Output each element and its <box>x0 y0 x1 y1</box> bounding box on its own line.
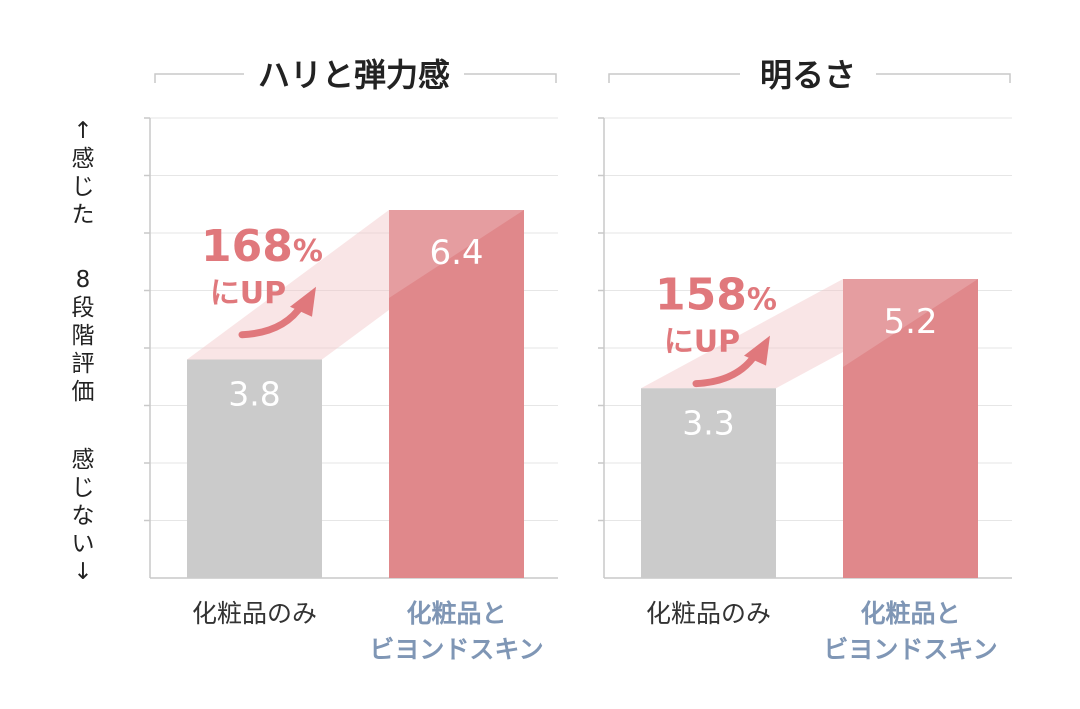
chart-title: ハリと弾力感 <box>258 56 450 94</box>
title-bracket-right <box>876 73 1011 83</box>
title-bracket-right <box>464 73 557 83</box>
y-axis-label-bottom: 感じない ↓ <box>71 447 95 585</box>
title-bracket-left <box>608 73 740 83</box>
value-label-before: 3.8 <box>228 375 280 414</box>
category-label-before: 化粧品のみ <box>192 599 317 628</box>
bar-before <box>641 388 776 578</box>
chart-panel-2: 明るさ 3.3 5.2 158% にUP 化粧品のみ 化粧品とビヨンドスキン <box>598 56 1012 664</box>
increase-percent: 158% <box>655 270 777 321</box>
value-label-after: 5.2 <box>883 302 937 342</box>
chart-panel-1: ハリと弾力感 3.8 6.4 168% にUP 化粧品のみ 化粧品とビヨンドスキン <box>144 56 558 664</box>
category-label-after: 化粧品とビヨンドスキン <box>369 599 543 664</box>
category-label-before: 化粧品のみ <box>646 599 771 628</box>
title-bracket-left <box>154 73 244 83</box>
category-label-after: 化粧品とビヨンドスキン <box>823 599 997 664</box>
increase-text: にUP <box>664 325 740 360</box>
bar-after-highlight <box>843 279 978 367</box>
chart-title: 明るさ <box>760 56 856 94</box>
y-axis-label-top: ↑ 感じた <box>71 118 95 228</box>
bar-after <box>389 210 524 578</box>
value-label-before: 3.3 <box>682 403 734 442</box>
increase-percent: 168% <box>201 221 323 272</box>
increase-arrow-head <box>290 286 316 317</box>
value-label-after: 6.4 <box>429 233 483 273</box>
increase-arrow-head <box>744 335 770 366</box>
bar-after-highlight <box>389 210 524 298</box>
increase-text: にUP <box>210 276 286 311</box>
bar-after <box>843 279 978 578</box>
bar-before <box>187 359 322 578</box>
